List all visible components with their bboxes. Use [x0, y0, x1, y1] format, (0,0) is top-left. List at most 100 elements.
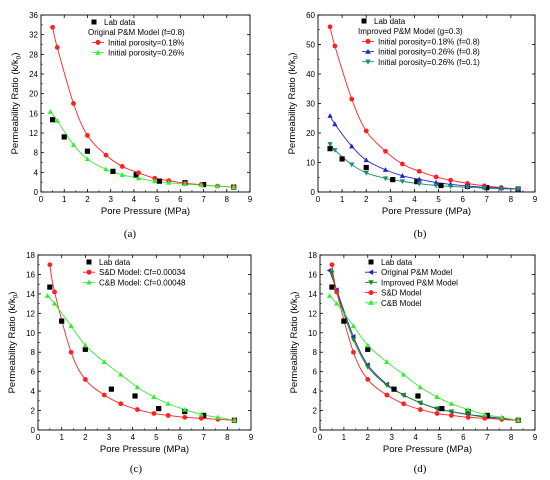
legend-marker-triangle-left	[368, 269, 374, 275]
x-tick-label: 2	[83, 433, 88, 442]
data-point-square	[438, 182, 444, 189]
x-tick-label: 2	[85, 195, 90, 204]
legend-marker-triangle-up	[86, 279, 92, 285]
x-tick-label: 1	[340, 195, 345, 204]
data-point-triangle-up	[434, 394, 440, 399]
data-point-triangle-down	[399, 179, 406, 185]
x-tick-label: 1	[59, 433, 64, 442]
data-point-triangle-up	[198, 411, 204, 417]
data-point-triangle-up	[482, 411, 488, 417]
y-tick-label: 14	[26, 290, 35, 299]
legend-label: Lab data	[99, 258, 131, 267]
data-point-triangle-down	[365, 364, 371, 370]
legend-marker-circle	[365, 38, 371, 44]
data-point-triangle-down	[448, 409, 455, 415]
y-axis-label-subscript: 0	[295, 294, 302, 298]
data-point-circle	[50, 24, 56, 30]
data-point-triangle-up	[448, 400, 455, 406]
data-point-circle	[448, 413, 454, 418]
data-point-triangle-up	[165, 400, 171, 406]
data-point-circle	[349, 96, 355, 102]
data-point-triangle-down	[329, 270, 335, 276]
data-point-square	[156, 178, 163, 184]
legend-label: Initial porosity=0.26% (f=0.1)	[378, 58, 480, 67]
data-point-triangle-up	[498, 414, 505, 420]
data-point-circle	[327, 24, 333, 30]
data-point-triangle-down	[417, 400, 423, 406]
y-tick-label: 32	[29, 31, 38, 40]
data-point-circle	[416, 168, 422, 174]
y-tick-label: 28	[29, 50, 38, 59]
series-curve-2	[331, 272, 519, 421]
y-tick-label: 14	[308, 290, 317, 299]
y-tick-label: 10	[306, 159, 315, 168]
y-axis-label-subscript: 0	[16, 55, 23, 59]
y-tick-label: 30	[306, 100, 315, 109]
y-tick-label: 0	[311, 188, 316, 197]
legend-label: C&B Model	[381, 299, 422, 308]
x-tick-label: 1	[62, 195, 67, 204]
panel-b: 0 1 2 3 4 5 6 7 8 9 0 10 20 30 40 50 60 Pore Pressure (MP…	[287, 11, 538, 240]
data-point-square	[365, 346, 371, 352]
data-point-triangle-up	[51, 300, 58, 306]
data-point-circle	[182, 414, 188, 420]
y-tick-label: 4	[34, 168, 39, 177]
legend-label: Improved P&M Model	[381, 278, 458, 287]
x-tick-label: 4	[412, 195, 417, 204]
y-tick-label: 8	[31, 348, 36, 357]
data-point-square	[341, 318, 347, 324]
legend-label: Initial porosity=0.18% (f=0.8)	[378, 37, 480, 46]
y-tick-label: 6	[31, 368, 36, 377]
y-tick-label: 2	[313, 407, 318, 416]
data-point-circle	[152, 175, 158, 181]
data-point-triangle-up	[44, 293, 51, 298]
data-point-circle	[118, 401, 124, 407]
legend-marker-square	[91, 19, 97, 25]
data-point-circle	[136, 170, 141, 176]
data-point-square	[108, 386, 114, 392]
legend-label: Original P&M Model (f=0.8)	[88, 28, 185, 37]
y-tick-label: 12	[308, 309, 317, 318]
legend-marker-triangle-up	[368, 299, 374, 305]
legend-marker-square	[361, 18, 367, 24]
data-point-triangle-down	[464, 185, 471, 191]
x-axis-label: Pore Pressure (MPa)	[101, 206, 190, 217]
y-tick-label: 6	[313, 368, 318, 377]
y-tick-label: 24	[29, 70, 38, 79]
y-tick-label: 40	[306, 70, 315, 79]
y-axis-label-subscript: 0	[13, 294, 20, 298]
x-tick-label: 0	[39, 195, 44, 204]
data-point-triangle-up	[231, 184, 237, 190]
data-point-square	[84, 148, 91, 154]
y-tick-label: 4	[313, 387, 318, 396]
legend-marker-triangle-down	[365, 59, 371, 65]
y-axis-label-end: )	[7, 292, 18, 295]
data-point-square	[132, 393, 138, 399]
x-tick-label: 5	[154, 433, 159, 442]
legend-label: C&B Model: Cf=0.00048	[99, 278, 186, 287]
data-point-triangle-up	[68, 323, 74, 329]
data-point-triangle-down	[515, 187, 521, 192]
data-point-triangle-down	[433, 183, 439, 189]
data-point-triangle-down	[382, 176, 389, 182]
y-axis-label: Permeability Ratio (k/k0)	[289, 292, 302, 394]
y-tick-label: 18	[308, 251, 317, 260]
legend-marker-triangle-up	[95, 49, 101, 55]
data-point-triangle-up	[103, 166, 109, 172]
data-point-triangle-up	[382, 167, 389, 172]
data-point-triangle-up	[349, 143, 355, 149]
x-tick-label: 8	[225, 195, 230, 204]
x-tick-label: 7	[201, 433, 206, 442]
data-point-triangle-up	[119, 172, 125, 177]
data-point-triangle-up	[465, 406, 471, 412]
x-tick-label: 6	[178, 195, 183, 204]
data-point-triangle-down	[384, 383, 390, 389]
data-point-circle	[434, 411, 440, 416]
legend-label: S&D Model	[381, 289, 422, 298]
data-point-triangle-down	[481, 186, 488, 191]
y-tick-label: 12	[29, 129, 38, 138]
data-point-circle	[103, 152, 109, 158]
